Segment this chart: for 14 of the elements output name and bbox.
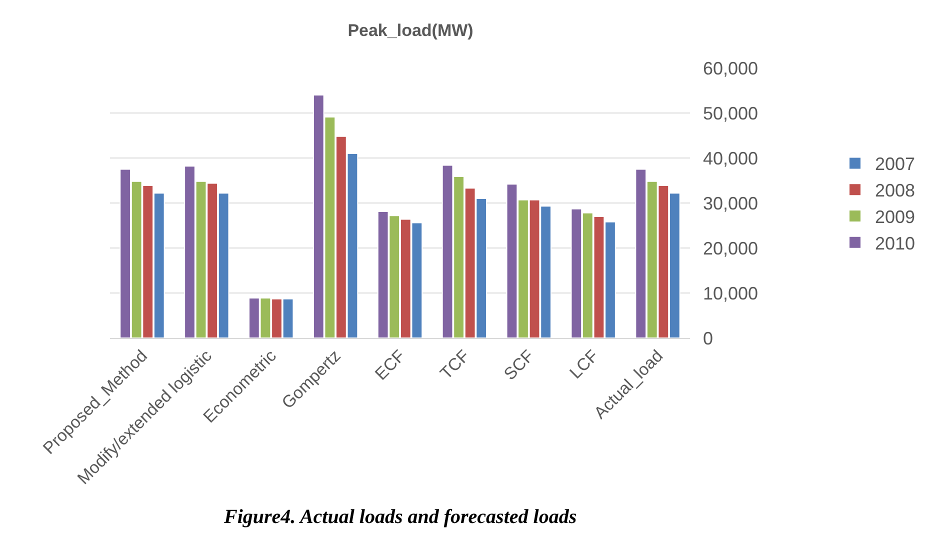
y-tick-label: 10,000	[703, 283, 758, 304]
y-tick-label: 0	[703, 328, 714, 348]
legend-label: 2007	[875, 154, 916, 174]
legend-label: 2009	[875, 207, 916, 228]
y-tick-label: 60,000	[703, 58, 758, 78]
legend-label: 2008	[875, 180, 916, 201]
y-tick-label: 30,000	[703, 193, 758, 214]
y-tick-label: 40,000	[703, 148, 758, 168]
legend-label: 2010	[875, 233, 916, 254]
x-tick-label: TCF	[436, 346, 474, 384]
y-tick-label: 50,000	[703, 103, 758, 124]
caption: Figure4. Actual loads and forecasted loads	[223, 506, 577, 528]
chart-title: Peak_load(MW)	[348, 21, 474, 40]
y-tick-label: 20,000	[703, 238, 758, 258]
